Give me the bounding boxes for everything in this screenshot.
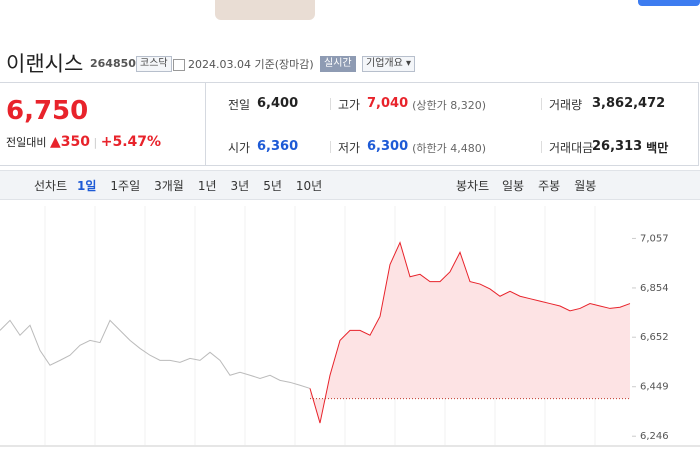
change-label: 전일대비 bbox=[6, 136, 47, 149]
y-tick-label: 6,246 bbox=[640, 431, 669, 442]
chart: 7,057 6,854 6,652 6,449 6,246 bbox=[0, 206, 700, 447]
overview-button[interactable]: 기업개요 ▾ bbox=[362, 56, 416, 72]
stat-label: 저가 bbox=[338, 141, 361, 155]
calendar-icon bbox=[173, 59, 185, 71]
period-tab[interactable]: 1주일 bbox=[110, 179, 141, 193]
divider bbox=[205, 82, 206, 166]
line-chart-label: 선차트 bbox=[34, 179, 68, 193]
y-tick-label: 6,449 bbox=[640, 382, 669, 393]
market-badge: 코스닥 bbox=[136, 56, 172, 72]
period-tab[interactable]: 1년 bbox=[197, 179, 217, 193]
current-price: 6,750 bbox=[6, 96, 89, 126]
realtime-badge[interactable]: 실시간 bbox=[320, 56, 356, 72]
period-tab[interactable]: 3개월 bbox=[154, 179, 184, 193]
separator bbox=[541, 98, 542, 110]
stat-unit: 백만 bbox=[646, 141, 669, 155]
line bbox=[0, 319, 311, 389]
stat-value: 6,300 bbox=[367, 139, 409, 154]
overview-label: 기업개요 bbox=[366, 58, 403, 69]
tab-bar bbox=[0, 170, 700, 200]
change-rate: +5.47% bbox=[100, 134, 162, 150]
candle-tab[interactable]: 일봉 bbox=[502, 179, 525, 193]
candle-chart-label: 봉차트 bbox=[456, 179, 490, 193]
stat-value: 6,400 bbox=[257, 96, 299, 111]
period-tab[interactable]: 1일 bbox=[77, 179, 97, 193]
stat-value: 3,862,472 bbox=[592, 96, 666, 111]
base-date: 2024.03.04 기준(장마감) bbox=[188, 58, 314, 71]
stat-label: 시가 bbox=[228, 141, 251, 155]
area bbox=[310, 242, 630, 424]
separator bbox=[330, 141, 331, 153]
period-tab[interactable]: 5년 bbox=[263, 179, 282, 193]
stock-code: 264850 bbox=[90, 57, 136, 70]
y-tick-label: 6,652 bbox=[640, 332, 669, 343]
y-tick-label: 7,057 bbox=[640, 233, 669, 244]
stat-label: 거래량 bbox=[549, 98, 583, 112]
stat-value: 6,360 bbox=[257, 139, 299, 154]
stat-label: 고가 bbox=[338, 98, 361, 112]
change-row: 전일대비 ▲350 | +5.47% bbox=[6, 134, 162, 150]
separator bbox=[541, 141, 542, 153]
stat-value: 7,040 bbox=[367, 96, 409, 111]
period-tab[interactable]: 3년 bbox=[230, 179, 250, 193]
ad-button[interactable] bbox=[638, 0, 700, 6]
period-tab[interactable]: 10년 bbox=[295, 179, 323, 193]
line bbox=[309, 241, 631, 424]
stat-note: (상한가 8,320) bbox=[412, 99, 487, 112]
candle-tab[interactable]: 주봉 bbox=[538, 179, 561, 193]
y-tick-label: 6,854 bbox=[640, 283, 669, 294]
stat-label: 전일 bbox=[228, 98, 251, 112]
stock-name: 이랜시스 bbox=[6, 52, 84, 76]
change-value: 350 bbox=[60, 134, 90, 150]
price-box bbox=[0, 82, 699, 166]
stat-note: (하한가 4,480) bbox=[412, 142, 487, 155]
stat-label: 거래대금 bbox=[549, 141, 594, 155]
candle-tab[interactable]: 월봉 bbox=[574, 179, 597, 193]
ad-banner bbox=[215, 0, 315, 20]
separator bbox=[330, 98, 331, 110]
stat-value: 26,313 bbox=[592, 139, 643, 154]
